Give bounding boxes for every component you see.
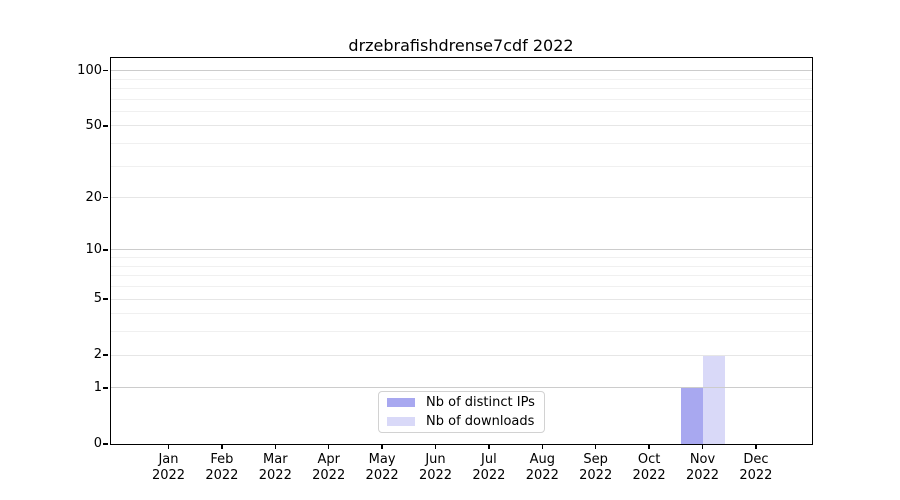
y-tick-label: 0 — [93, 436, 102, 452]
x-tick-mark — [434, 444, 437, 449]
x-tick-label: Oct 2022 — [617, 452, 681, 484]
y-tick-mark — [103, 298, 108, 300]
x-tick-label: Jan 2022 — [137, 452, 201, 484]
x-tick-label: Apr 2022 — [297, 452, 361, 484]
x-tick-mark — [328, 444, 330, 449]
gridline — [111, 286, 812, 288]
gridline — [111, 143, 812, 145]
distinct-ips-swatch-icon — [387, 398, 415, 408]
x-tick-year: 2022 — [365, 468, 399, 483]
gridline — [111, 257, 812, 259]
y-tick-label: 20 — [85, 189, 102, 205]
y-tick-label: 1 — [93, 380, 102, 396]
gridline — [111, 110, 812, 112]
gridline — [111, 165, 812, 167]
x-tick-mark — [488, 444, 490, 449]
x-tick-year: 2022 — [205, 468, 239, 483]
x-tick-label: Mar 2022 — [243, 452, 307, 484]
x-tick-year: 2022 — [739, 468, 773, 483]
y-tick-label: 100 — [77, 62, 102, 78]
chart-title: drzebrafishdrense7cdf 2022 — [348, 36, 574, 55]
y-tick-mark — [103, 125, 108, 127]
x-tick-mark — [541, 444, 543, 449]
x-tick-mark — [167, 444, 170, 449]
x-tick-year: 2022 — [472, 468, 506, 483]
y-tick-mark — [103, 387, 108, 389]
x-tick-year: 2022 — [579, 468, 613, 483]
gridline — [111, 197, 812, 199]
gridline — [111, 87, 812, 89]
gridline — [111, 331, 812, 333]
y-tick-label: 10 — [85, 242, 102, 258]
y-tick-mark — [103, 249, 108, 251]
gridline — [111, 298, 812, 300]
x-tick-label: May 2022 — [350, 452, 414, 484]
y-tick-label: 5 — [93, 291, 102, 307]
plot-area: 100 50 20 10 5 2 1 0 Jan 2022 Feb 2022 Mar 2022 Apr 202… — [77, 57, 813, 483]
legend-label: Nb of distinct IPs — [426, 395, 535, 411]
y-tick-mark — [103, 443, 108, 445]
x-tick-mark — [755, 444, 757, 449]
x-tick-year: 2022 — [525, 468, 559, 483]
gridline — [111, 249, 812, 251]
x-tick-mark — [381, 444, 383, 449]
x-tick-label: Dec 2022 — [724, 452, 788, 484]
x-tick-mark — [221, 444, 223, 449]
y-tick-mark — [103, 196, 108, 199]
legend-item-downloads: Nb of downloads — [387, 414, 544, 429]
x-tick-year: 2022 — [151, 468, 186, 483]
y-tick-label: 2 — [93, 347, 102, 363]
x-tick-label: Jul 2022 — [457, 452, 521, 484]
gridline — [111, 313, 812, 315]
x-tick-mark — [701, 444, 704, 449]
legend: Nb of distinct IPs Nb of downloads — [378, 391, 545, 433]
x-tick-year: 2022 — [632, 468, 666, 483]
x-tick-year: 2022 — [258, 468, 292, 483]
gridline — [111, 265, 812, 267]
x-tick-year: 2022 — [312, 468, 346, 483]
bar-downloads — [702, 355, 725, 444]
x-tick-mark — [595, 444, 597, 449]
y-tick-mark — [103, 69, 108, 72]
bar-distinct-ips — [680, 387, 703, 444]
x-tick-year: 2022 — [685, 468, 720, 483]
x-tick-label: Jun 2022 — [404, 452, 468, 484]
x-tick-mark — [274, 444, 276, 449]
gridline — [111, 78, 812, 80]
gridline — [111, 275, 812, 277]
legend-label: Nb of downloads — [426, 413, 535, 429]
y-tick-mark — [103, 354, 108, 356]
x-tick-label: Sep 2022 — [564, 452, 628, 484]
x-tick-mark — [648, 444, 650, 449]
gridline — [111, 98, 812, 100]
y-tick-label: 50 — [85, 118, 102, 134]
downloads-swatch-icon — [387, 416, 415, 426]
gridline — [111, 125, 812, 127]
legend-item-distinct-ips: Nb of distinct IPs — [387, 395, 544, 410]
x-tick-label: Nov 2022 — [671, 452, 735, 484]
x-tick-year: 2022 — [418, 468, 453, 483]
x-tick-label: Feb 2022 — [190, 452, 254, 484]
gridline — [111, 70, 812, 72]
x-tick-label: Aug 2022 — [510, 452, 574, 484]
